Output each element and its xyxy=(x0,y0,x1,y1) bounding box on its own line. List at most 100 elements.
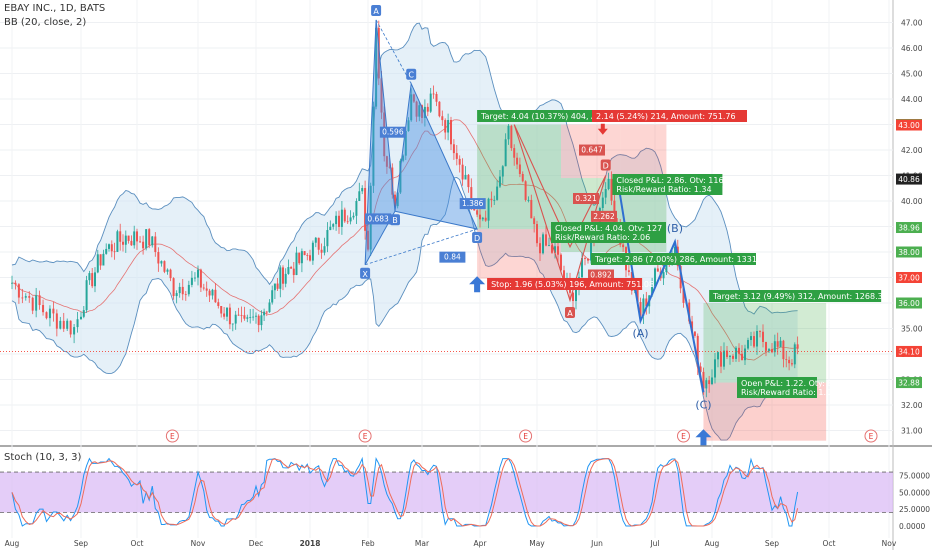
x-tick-label: Nov xyxy=(882,539,897,548)
candle-body xyxy=(402,155,405,161)
price-tag-text: 36.00 xyxy=(898,299,920,308)
position2-stop-zone-ext[interactable] xyxy=(620,124,667,179)
x-tick-label: Sep xyxy=(74,539,88,548)
abc-wave-line[interactable] xyxy=(616,177,705,393)
earnings-marker[interactable] xyxy=(677,429,690,443)
candle-body xyxy=(723,350,725,367)
pattern2-point-marker[interactable] xyxy=(565,307,575,318)
candle-body xyxy=(151,236,154,246)
candle-body xyxy=(320,249,323,253)
candle-body xyxy=(705,380,708,389)
price-tag-text: 32.88 xyxy=(898,379,920,388)
stoch-indicator-label: Stoch (10, 3, 3) xyxy=(4,452,82,463)
earnings-marker[interactable] xyxy=(165,429,179,443)
trade2-stop-label: 2.14 (5.24%) 214, Amount: 751.76 xyxy=(596,112,736,121)
price-tag-text: 40.86 xyxy=(898,175,920,184)
candle-body xyxy=(268,302,271,313)
candle-body xyxy=(493,199,496,201)
harmonic-point-marker[interactable] xyxy=(371,4,382,16)
candle-body xyxy=(223,313,226,317)
candle-body xyxy=(139,241,142,243)
price-tag xyxy=(896,377,922,389)
position3-target-zone[interactable] xyxy=(703,303,827,383)
harmonic-point-marker[interactable] xyxy=(360,267,371,279)
candle-body xyxy=(610,178,613,201)
candle-body xyxy=(601,197,604,209)
candle-body xyxy=(246,317,249,319)
harmonic-xd-line xyxy=(364,228,478,266)
annotation-labels[interactable]: Target: 4.04 (10.37%) 404, Amount: 4163.… xyxy=(165,110,888,443)
trade3-rr-label-bg[interactable] xyxy=(737,386,817,398)
candle-body xyxy=(771,349,773,353)
harmonic-point-marker[interactable] xyxy=(390,214,400,226)
candle-body xyxy=(765,341,767,351)
position1-stop-zone[interactable] xyxy=(477,229,561,279)
candle-body xyxy=(105,248,108,254)
candle-body xyxy=(656,268,659,272)
harmonic-xab-triangle[interactable] xyxy=(364,19,396,265)
bb-upper-band xyxy=(11,22,798,315)
candle-body xyxy=(510,125,513,149)
trade1-stop-label: Stop: 1.96 (5.03%) 196, Amount: 751.08 xyxy=(491,280,654,289)
pattern2-point-marker[interactable] xyxy=(600,159,611,171)
pattern2-ratio-text: 0.892 xyxy=(590,271,612,280)
x-tick-label: Oct xyxy=(131,539,144,548)
candle-body xyxy=(21,297,24,299)
candle-body xyxy=(249,317,252,318)
candle-body xyxy=(622,244,625,248)
earnings-marker[interactable] xyxy=(358,429,372,443)
x-tick-label: Aug xyxy=(705,539,720,548)
candle-body xyxy=(507,125,510,140)
candle-body xyxy=(461,164,464,180)
earnings-marker[interactable] xyxy=(864,429,878,443)
x-tick-label: 2018 xyxy=(300,539,321,548)
candle-body xyxy=(782,340,785,360)
trade3-target-label-bg[interactable] xyxy=(709,290,882,302)
harmonic-point-label: C xyxy=(408,71,414,80)
candle-body xyxy=(496,186,499,200)
trade1-rr-label-bg[interactable] xyxy=(551,231,666,243)
candle-body xyxy=(122,241,124,245)
pattern2-ratio-box xyxy=(579,144,605,156)
candle-body xyxy=(303,251,306,256)
pattern2-ratio-text: 0.321 xyxy=(575,194,597,203)
candle-body xyxy=(290,267,293,269)
candle-body xyxy=(352,215,355,218)
earnings-marker[interactable] xyxy=(519,429,533,443)
harmonic-bcd-triangle[interactable] xyxy=(394,81,478,230)
trade1-stop-label-bg[interactable] xyxy=(487,278,643,290)
candle-body xyxy=(80,316,82,320)
trade2-stop-label-bg[interactable] xyxy=(592,110,747,122)
candle-body xyxy=(240,315,243,316)
candle-body xyxy=(300,251,303,264)
candle-body xyxy=(682,288,685,303)
candle-body xyxy=(17,284,20,298)
candle-body xyxy=(470,187,473,202)
stoch-tick-label: 75.0000 xyxy=(899,471,930,480)
candle-body xyxy=(691,321,694,332)
candle-body xyxy=(190,277,193,285)
candle-body xyxy=(169,269,172,279)
candle-body xyxy=(627,270,630,272)
harmonic-point-marker[interactable] xyxy=(406,68,417,80)
candle-body xyxy=(367,230,369,250)
harmonic-point-marker[interactable] xyxy=(472,232,483,244)
candle-body xyxy=(768,349,770,351)
trade2-target-label-bg[interactable] xyxy=(591,253,756,265)
x-tick-label: Dec xyxy=(249,539,264,548)
candle-body xyxy=(375,27,378,107)
candle-body xyxy=(237,314,240,316)
harmonic-patterns[interactable]: XABCD0.5960.6831.3860.84AD0.6470.3212.26… xyxy=(360,4,712,446)
candle-body xyxy=(380,78,383,113)
candle-body xyxy=(133,231,136,246)
price-tag-text: 43.00 xyxy=(898,121,920,130)
candle-body xyxy=(361,188,364,192)
trade2-rr-label-bg[interactable] xyxy=(612,183,723,195)
candle-body xyxy=(346,221,349,223)
candle-body xyxy=(31,297,34,311)
position1-target-zone[interactable] xyxy=(477,124,561,230)
candle-body xyxy=(793,344,796,365)
candle-body xyxy=(119,231,122,242)
abc-wave-label: (A) xyxy=(632,327,648,340)
